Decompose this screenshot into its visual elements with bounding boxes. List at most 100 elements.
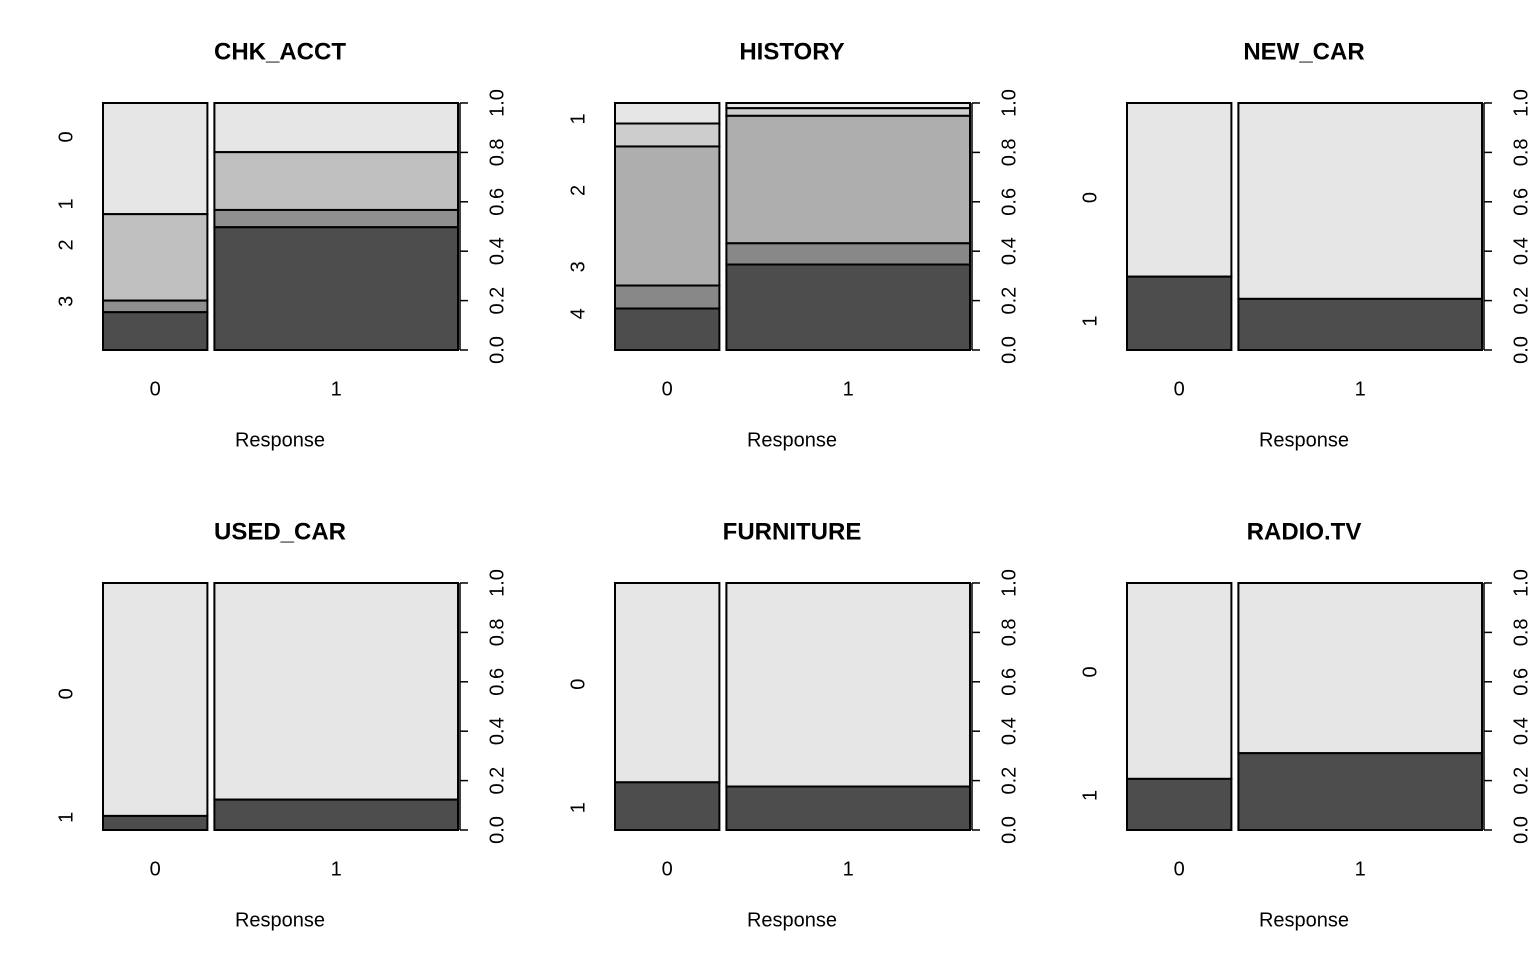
level-label: 0 <box>1079 192 1101 203</box>
y-tick-label: 1.0 <box>1510 569 1532 597</box>
y-tick-label: 0.0 <box>486 816 508 844</box>
y-tick-label: 0.8 <box>486 618 508 646</box>
chart-title: RADIO.TV <box>1247 518 1362 545</box>
y-tick-label: 1.0 <box>998 569 1020 597</box>
segment <box>1237 582 1484 755</box>
chart-title: USED_CAR <box>214 518 346 545</box>
chart-title: NEW_CAR <box>1243 38 1364 65</box>
y-tick-label: 0.2 <box>1510 287 1532 315</box>
segment <box>614 582 721 784</box>
y-tick-label: 0.8 <box>486 138 508 166</box>
segment <box>102 213 209 302</box>
segment <box>213 102 459 154</box>
segment <box>1126 582 1233 780</box>
y-tick-label: 0.6 <box>998 668 1020 696</box>
level-label: 0 <box>567 679 589 690</box>
segment <box>213 582 459 801</box>
level-label: 0 <box>1079 666 1101 677</box>
level-label: 1 <box>55 198 77 209</box>
chart-title: CHK_ACCT <box>214 38 346 65</box>
x-tick-label: 1 <box>1355 378 1366 400</box>
level-label: 1 <box>1079 316 1101 327</box>
x-axis-label: Response <box>235 429 325 451</box>
y-tick-label: 1.0 <box>486 89 508 117</box>
x-tick-label: 0 <box>150 858 161 880</box>
level-label: 3 <box>55 296 77 307</box>
y-tick-label: 0.6 <box>486 188 508 216</box>
x-tick-label: 1 <box>843 378 854 400</box>
y-tick-label: 0.2 <box>486 767 508 795</box>
chart-title: HISTORY <box>739 38 844 65</box>
y-tick-label: 0.8 <box>1510 138 1532 166</box>
y-tick-label: 0.8 <box>998 618 1020 646</box>
y-tick-label: 0.0 <box>1510 336 1532 364</box>
segment <box>725 582 972 788</box>
level-label: 1 <box>567 802 589 813</box>
level-label: 0 <box>55 688 77 699</box>
y-tick-label: 0.0 <box>486 336 508 364</box>
y-tick-label: 1.0 <box>998 89 1020 117</box>
segment <box>614 781 721 831</box>
level-label: 2 <box>567 185 589 196</box>
segment <box>725 114 972 245</box>
y-tick-label: 0.0 <box>998 336 1020 364</box>
segment <box>102 299 209 314</box>
y-tick-label: 0.4 <box>486 237 508 265</box>
level-label: 0 <box>55 131 77 142</box>
segment <box>102 814 209 832</box>
segment <box>614 307 721 351</box>
y-tick-label: 0.2 <box>1510 767 1532 795</box>
y-tick-label: 1.0 <box>1510 89 1532 117</box>
y-tick-label: 0.0 <box>1510 816 1532 844</box>
y-tick-label: 0.0 <box>998 816 1020 844</box>
y-tick-label: 0.2 <box>486 287 508 315</box>
segment <box>614 122 721 148</box>
x-tick-label: 1 <box>331 858 342 880</box>
x-axis-label: Response <box>1259 429 1349 451</box>
x-tick-label: 0 <box>150 378 161 400</box>
x-tick-label: 1 <box>1355 858 1366 880</box>
y-tick-label: 0.4 <box>998 237 1020 265</box>
segment <box>213 226 459 351</box>
y-tick-label: 0.2 <box>998 287 1020 315</box>
segment <box>1126 777 1233 831</box>
y-tick-label: 0.8 <box>998 138 1020 166</box>
y-tick-label: 0.2 <box>998 767 1020 795</box>
segment <box>102 582 209 817</box>
level-label: 1 <box>567 113 589 124</box>
segment <box>1237 297 1484 352</box>
segment <box>725 785 972 832</box>
y-tick-label: 0.8 <box>1510 618 1532 646</box>
segment <box>102 102 209 216</box>
segment <box>213 208 459 229</box>
x-axis-label: Response <box>235 909 325 931</box>
segment <box>1126 102 1233 278</box>
segment <box>725 263 972 351</box>
level-label: 4 <box>567 308 589 319</box>
level-label: 2 <box>55 239 77 250</box>
segment <box>725 242 972 266</box>
segment <box>1237 102 1484 300</box>
x-tick-label: 1 <box>331 378 342 400</box>
y-tick-label: 0.6 <box>1510 188 1532 216</box>
level-label: 1 <box>55 812 77 823</box>
segment <box>213 151 459 211</box>
x-axis-label: Response <box>1259 909 1349 931</box>
segment <box>1237 752 1484 831</box>
segment <box>614 102 721 125</box>
x-tick-label: 1 <box>843 858 854 880</box>
segment <box>1126 275 1233 351</box>
level-label: 1 <box>1079 790 1101 801</box>
y-tick-label: 0.6 <box>1510 668 1532 696</box>
x-axis-label: Response <box>747 429 837 451</box>
x-tick-label: 0 <box>1174 378 1185 400</box>
y-tick-label: 0.6 <box>998 188 1020 216</box>
chart-title: FURNITURE <box>723 518 862 545</box>
y-tick-label: 0.4 <box>1510 237 1532 265</box>
y-tick-label: 0.4 <box>486 717 508 745</box>
x-tick-label: 0 <box>662 858 673 880</box>
y-tick-label: 0.6 <box>486 668 508 696</box>
y-tick-label: 1.0 <box>486 569 508 597</box>
